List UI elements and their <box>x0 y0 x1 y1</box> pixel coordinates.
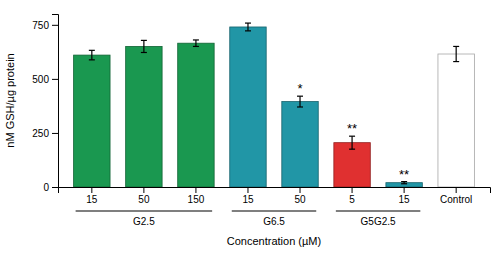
plot: 025050075015501501550515Control*****G2.5… <box>4 15 491 248</box>
annotation: * <box>297 81 302 96</box>
error-bar-cap <box>193 46 199 47</box>
tick-mark <box>52 79 58 80</box>
error-bar-cap <box>349 149 355 150</box>
annotations: ***** <box>297 81 409 181</box>
tick-mark <box>195 187 196 193</box>
x-tick: 50 <box>138 187 150 205</box>
error-bar <box>453 46 459 61</box>
axis-line <box>52 15 59 188</box>
error-bar-line <box>456 46 457 61</box>
error-bar-cap <box>297 106 303 107</box>
annotation: ** <box>347 121 357 136</box>
bar <box>334 143 370 187</box>
y-axis-title: nM GSH/µg protein <box>4 53 16 147</box>
group-label: G5G2.5 <box>361 216 396 227</box>
x-axis: 15 50 150 15 50 5 15 Control <box>59 187 491 205</box>
bar <box>282 102 318 187</box>
bar <box>230 27 266 187</box>
bar <box>438 54 474 187</box>
tick-label: 500 <box>32 74 49 85</box>
error-bar-line <box>299 96 300 107</box>
error-bar-cap <box>245 22 251 23</box>
y-axis: 0 250 500 750 <box>32 15 58 193</box>
tick-label: 50 <box>138 194 150 205</box>
y-tick: 500 <box>32 74 58 85</box>
tick-label: 15 <box>86 194 98 205</box>
tick-mark <box>52 25 58 26</box>
x-tick: 150 <box>188 187 205 205</box>
groups: G2.5 G6.5 G5G2.5 <box>76 211 421 227</box>
error-bar-cap <box>141 52 147 53</box>
error-bar-cap <box>89 59 95 60</box>
error-bar-line <box>351 136 352 149</box>
tick-label: 750 <box>32 20 49 31</box>
tick-mark <box>456 187 457 193</box>
x-tick: 50 <box>294 187 306 205</box>
axis-line <box>59 188 491 194</box>
x-tick: Control <box>440 187 472 205</box>
error-bar-line <box>195 40 196 46</box>
marks <box>74 23 475 187</box>
x-axis-title: Concentration (µM) <box>227 235 321 247</box>
error-bar-line <box>143 40 144 52</box>
tick-mark <box>52 133 58 134</box>
y-tick: 0 <box>43 182 58 193</box>
annotation: ** <box>399 167 409 182</box>
bar <box>386 183 422 187</box>
group-bracket <box>232 210 316 211</box>
y-tick: 250 <box>32 128 58 139</box>
error-bar <box>401 182 407 184</box>
bar <box>126 46 162 187</box>
y-tick: 750 <box>32 20 58 31</box>
error-bar-cap <box>141 40 147 41</box>
group-label: G6.5 <box>263 216 285 227</box>
error-bar <box>141 40 147 52</box>
error-bar-line <box>247 23 248 31</box>
error-bar-cap <box>245 30 251 31</box>
error-bar <box>349 136 355 149</box>
tick-mark <box>300 187 301 193</box>
error-bar <box>89 50 95 60</box>
x-tick: 15 <box>242 187 254 205</box>
group-bracket <box>336 210 420 211</box>
tick-mark <box>91 187 92 193</box>
x-tick: 5 <box>349 187 355 205</box>
tick-mark <box>247 187 248 193</box>
error-bar-cap <box>193 39 199 40</box>
error-bar-cap <box>401 183 407 184</box>
x-tick: 15 <box>86 187 98 205</box>
tick-label: 250 <box>32 128 49 139</box>
tick-mark <box>352 187 353 193</box>
tick-label: 150 <box>188 194 205 205</box>
tick-label: 50 <box>294 194 306 205</box>
error-bar-cap <box>453 46 459 47</box>
x-tick: 15 <box>399 187 411 205</box>
tick-label: 0 <box>43 182 49 193</box>
group-bracket <box>76 210 213 211</box>
chart: 025050075015501501550515Control*****G2.5… <box>0 0 500 261</box>
tick-mark <box>404 187 405 193</box>
tick-label: 5 <box>349 194 355 205</box>
bar <box>74 55 110 187</box>
error-bar <box>297 96 303 107</box>
group-label: G2.5 <box>133 216 155 227</box>
bar <box>178 43 214 187</box>
tick-mark <box>143 187 144 193</box>
tick-label: 15 <box>399 194 411 205</box>
tick-label: Control <box>440 194 472 205</box>
error-bar-cap <box>89 50 95 51</box>
error-bar-line <box>91 50 92 60</box>
tick-mark <box>52 187 58 188</box>
error-bar <box>193 40 199 46</box>
error-bar-cap <box>453 61 459 62</box>
error-bar <box>245 23 251 31</box>
tick-label: 15 <box>242 194 254 205</box>
